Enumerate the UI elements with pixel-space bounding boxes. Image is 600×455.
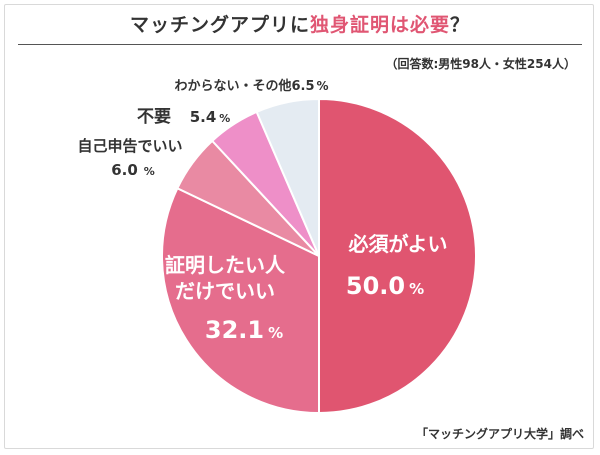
respondent-note: （回答数:男性98人・女性254人） <box>385 57 576 71</box>
slice-value-hissu: 50.0% <box>346 272 424 300</box>
slice-label-hissu: 必須がよい <box>348 232 448 256</box>
title-underline <box>18 44 582 45</box>
title-part-1: マッチングアプリに <box>129 14 310 36</box>
slice-hissu <box>318 98 477 414</box>
slice-value-wakaranai-unit: % <box>317 79 329 93</box>
slice-value-shomei-num: 32.1 <box>205 316 264 344</box>
slice-label-shomei-line2: だけでいい <box>175 279 275 303</box>
slice-label-jiko: 自己申告でいい <box>77 137 182 155</box>
slice-value-jiko-unit: % <box>144 165 155 178</box>
slice-value-fuyo-unit: % <box>219 112 230 125</box>
title-part-2: ？ <box>450 14 471 36</box>
slice-value-fuyo-num: 5.4 <box>190 108 217 126</box>
pie-slices <box>161 98 477 414</box>
slice-label-shomei-line1: 証明したい人 <box>165 253 286 277</box>
slice-value-wakaranai-num: 6.5 <box>291 79 314 94</box>
slice-value-hissu-num: 50.0 <box>346 272 405 300</box>
slice-value-jiko-num: 6.0 <box>111 161 138 179</box>
chart-title: マッチングアプリに独身証明は必要？ <box>0 10 600 37</box>
slice-value-jiko: 6.0% <box>111 161 155 179</box>
slice-shomei <box>161 187 320 414</box>
title-highlight: 独身証明は必要 <box>309 14 450 36</box>
source-credit: 「マッチングアプリ大学」調べ <box>415 427 584 441</box>
slice-wakaranai <box>255 98 320 257</box>
slice-value-shomei-unit: % <box>268 324 283 342</box>
slice-value-fuyo: 5.4% <box>190 108 231 126</box>
chart-frame <box>4 4 594 449</box>
slice-value-hissu-unit: % <box>409 280 424 298</box>
slice-value-wakaranai: 6.5% <box>291 79 328 94</box>
slice-label-wakaranai: わからない・その他 <box>174 78 291 94</box>
slice-label-fuyo: 不要 <box>137 107 171 127</box>
slice-value-shomei: 32.1% <box>205 316 283 344</box>
